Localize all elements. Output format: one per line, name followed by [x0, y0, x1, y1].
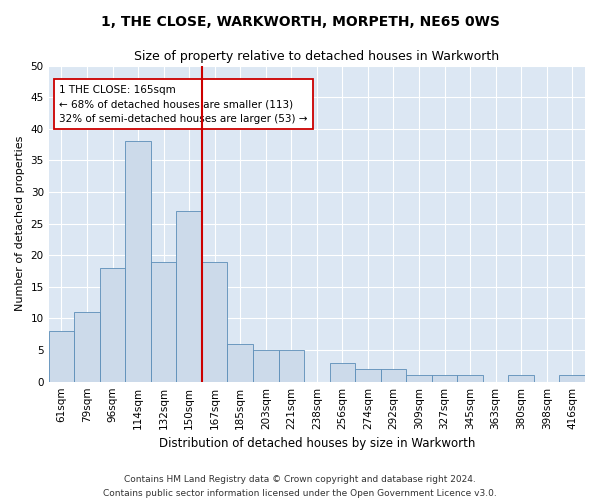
- Text: Contains HM Land Registry data © Crown copyright and database right 2024.
Contai: Contains HM Land Registry data © Crown c…: [103, 476, 497, 498]
- Bar: [380, 369, 406, 382]
- Bar: [49, 331, 74, 382]
- Bar: [355, 369, 380, 382]
- Bar: [457, 376, 483, 382]
- Bar: [100, 268, 125, 382]
- Bar: [176, 211, 202, 382]
- Text: 1 THE CLOSE: 165sqm
← 68% of detached houses are smaller (113)
32% of semi-detac: 1 THE CLOSE: 165sqm ← 68% of detached ho…: [59, 84, 308, 124]
- Bar: [559, 376, 585, 382]
- Bar: [406, 376, 432, 382]
- Bar: [278, 350, 304, 382]
- Bar: [253, 350, 278, 382]
- Bar: [125, 142, 151, 382]
- Bar: [74, 312, 100, 382]
- Bar: [227, 344, 253, 382]
- X-axis label: Distribution of detached houses by size in Warkworth: Distribution of detached houses by size …: [158, 437, 475, 450]
- Title: Size of property relative to detached houses in Warkworth: Size of property relative to detached ho…: [134, 50, 499, 63]
- Bar: [432, 376, 457, 382]
- Bar: [202, 262, 227, 382]
- Bar: [508, 376, 534, 382]
- Bar: [151, 262, 176, 382]
- Text: 1, THE CLOSE, WARKWORTH, MORPETH, NE65 0WS: 1, THE CLOSE, WARKWORTH, MORPETH, NE65 0…: [101, 15, 499, 29]
- Bar: [329, 362, 355, 382]
- Y-axis label: Number of detached properties: Number of detached properties: [15, 136, 25, 312]
